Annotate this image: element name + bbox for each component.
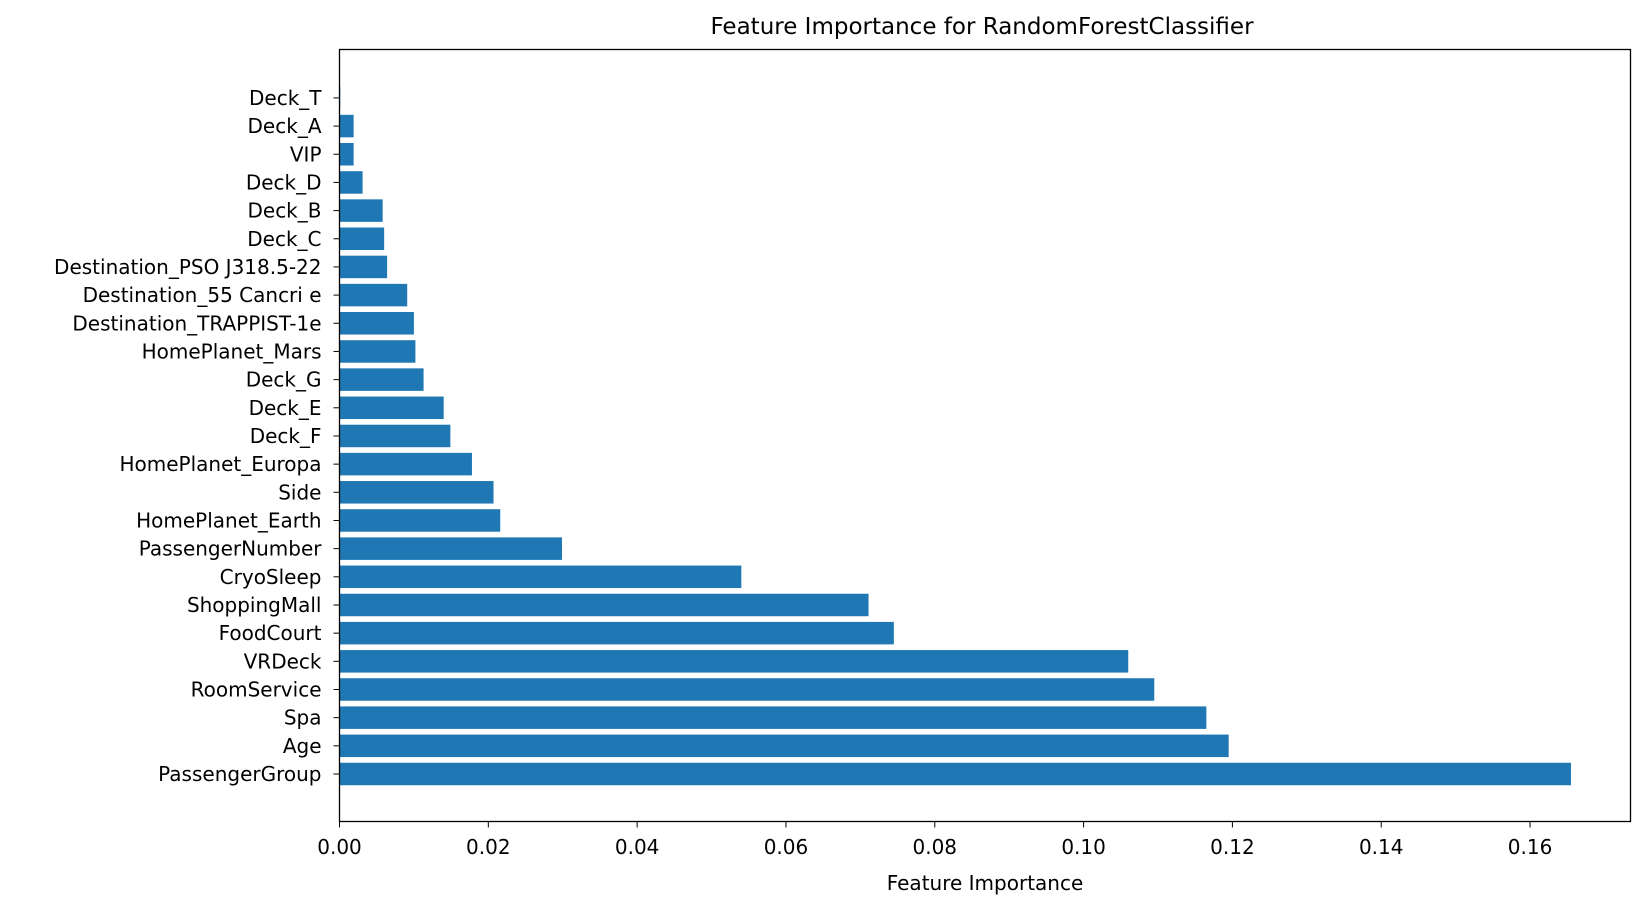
y-tick-label-cryosleep: CryoSleep: [220, 565, 322, 589]
bar-cryosleep: [339, 565, 742, 589]
bar-vrdeck: [339, 650, 1129, 673]
y-tick-label-deck-e: Deck_E: [249, 396, 322, 420]
y-tick-label-destination-trappist-1e: Destination_TRAPPIST-1e: [72, 311, 321, 335]
y-tick-label-deck-g: Deck_G: [246, 368, 322, 392]
bar-foodcourt: [339, 621, 894, 645]
x-tick-label: 0.06: [764, 835, 809, 859]
y-tick-label-shoppingmall: ShoppingMall: [187, 593, 322, 617]
bar-deck-e: [339, 396, 444, 420]
y-tick-label-age: Age: [283, 734, 322, 758]
y-tick-label-deck-c: Deck_C: [247, 227, 321, 251]
y-tick-label-roomservice: RoomService: [191, 677, 322, 701]
y-tick-label-destination-pso-j318-5-22: Destination_PSO J318.5-22: [54, 255, 321, 279]
bar-spa: [339, 706, 1207, 729]
y-tick-label-deck-t: Deck_T: [249, 86, 322, 110]
x-tick-label: 0.14: [1359, 835, 1404, 859]
bar-group: [339, 86, 1571, 786]
y-tick-label-destination-55-cancri-e: Destination_55 Cancri e: [83, 283, 322, 307]
x-tick-label: 0.04: [615, 835, 660, 859]
plot-area-frame: [338, 48, 1632, 823]
bar-destination-trappist-1e: [339, 312, 414, 335]
y-tick-label-deck-b: Deck_B: [247, 199, 321, 223]
bar-destination-55-cancri-e: [339, 283, 408, 307]
y-tick-label-deck-d: Deck_D: [246, 170, 322, 194]
bar-homeplanet-mars: [339, 340, 416, 363]
bar-deck-g: [339, 368, 424, 391]
bar-shoppingmall: [339, 593, 869, 617]
y-tick-labels: PassengerGroup Age Spa RoomService VRDeck Foo…: [54, 86, 340, 786]
y-tick-label-foodcourt: FoodCourt: [219, 621, 322, 645]
y-tick-label-homeplanet-mars: HomePlanet_Mars: [142, 339, 322, 363]
y-tick-label-vip: VIP: [290, 142, 322, 166]
chart-title: Feature Importance for RandomForestClass…: [710, 14, 1254, 40]
bar-deck-b: [339, 199, 383, 222]
y-tick-label-vrdeck: VRDeck: [244, 649, 322, 673]
x-tick-label: 0.08: [913, 835, 958, 859]
y-tick-label-passengernumber: PassengerNumber: [139, 537, 323, 561]
x-tick-label: 0.10: [1061, 835, 1106, 859]
bar-vip: [339, 143, 354, 166]
bar-homeplanet-europa: [339, 452, 472, 476]
bar-deck-a: [339, 114, 354, 138]
y-tick-label-homeplanet-europa: HomePlanet_Europa: [119, 452, 321, 476]
x-axis-label: Feature Importance: [887, 871, 1084, 895]
x-tick-label: 0.00: [317, 835, 362, 859]
y-tick-label-spa: Spa: [284, 706, 322, 730]
bar-deck-c: [339, 227, 385, 251]
y-tick-label-side: Side: [278, 480, 321, 504]
bar-age: [339, 734, 1229, 758]
x-tick-label: 0.16: [1508, 835, 1553, 859]
x-tick-label: 0.12: [1210, 835, 1255, 859]
bar-deck-f: [339, 424, 451, 448]
bar-roomservice: [339, 678, 1155, 701]
y-tick-label-passengergroup: PassengerGroup: [158, 762, 321, 786]
y-tick-label-deck-a: Deck_A: [248, 114, 322, 138]
bar-homeplanet-earth: [339, 509, 501, 532]
y-tick-label-deck-f: Deck_F: [250, 424, 322, 448]
bar-passengergroup: [339, 762, 1571, 786]
x-tick-label: 0.02: [466, 835, 511, 859]
y-tick-label-homeplanet-earth: HomePlanet_Earth: [136, 508, 321, 532]
bar-passengernumber: [339, 537, 562, 560]
bar-side: [339, 481, 494, 504]
x-axis-ticks: 0.00 0.02 0.04 0.06 0.08 0.10 0.12 0.14 0.16: [317, 821, 1553, 859]
bar-deck-d: [339, 171, 363, 194]
bar-destination-pso-j318-5-22: [339, 255, 388, 279]
